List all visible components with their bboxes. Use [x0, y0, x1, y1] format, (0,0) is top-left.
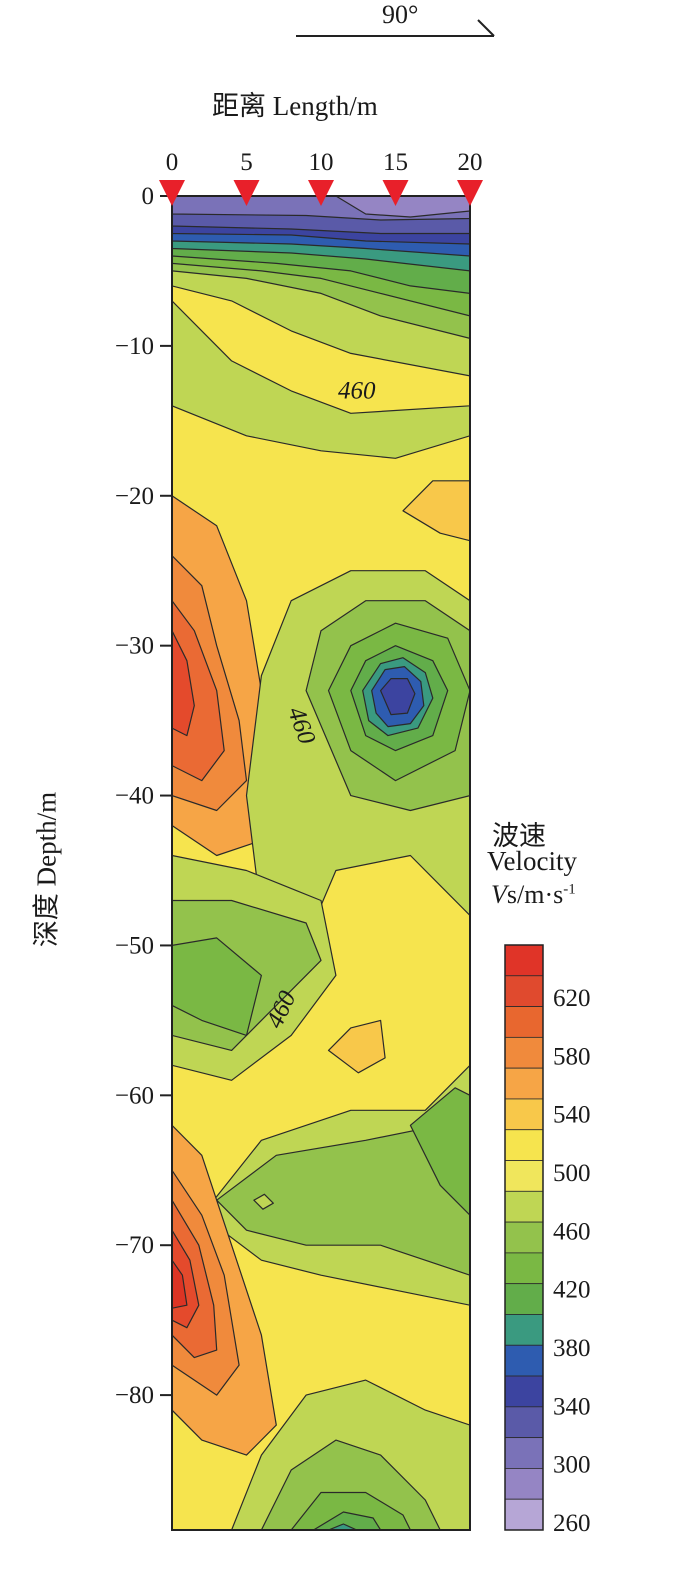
contour-region-11 — [335, 196, 470, 218]
contour-region-29 — [216, 1094, 470, 1276]
contour-region-36 — [172, 1259, 188, 1309]
legend-level-label: 340 — [553, 1393, 591, 1420]
legend-unit-italic: V — [491, 880, 507, 909]
legend-level-label: 540 — [553, 1102, 591, 1129]
legend-frame — [504, 944, 544, 1531]
y-tick-label: −40 — [115, 783, 154, 810]
contour-region-38 — [260, 1439, 441, 1530]
y-axis: 0 −10 −20 −30 −40 −50 −60 −70 −80 — [115, 183, 172, 1409]
x-tick-label: 0 — [166, 149, 179, 176]
legend-swatch-300 — [504, 1437, 544, 1469]
contour-region-23 — [380, 678, 416, 716]
bearing-arrow — [296, 19, 495, 37]
legend-swatch-460 — [504, 1190, 544, 1223]
legend-swatch-480 — [504, 1160, 544, 1192]
legend-swatch-380 — [504, 1314, 544, 1346]
contour-region-15 — [172, 630, 195, 737]
contour-label-460: 460 — [338, 377, 376, 404]
bearing-label: 90° — [382, 0, 419, 29]
y-tick-label: 0 — [142, 183, 155, 210]
y-tick-label: −50 — [115, 932, 154, 959]
x-axis: 0 5 10 15 20 — [166, 149, 483, 176]
geophone-marker — [308, 180, 334, 206]
contour-region-14 — [172, 600, 225, 782]
contour-region-27 — [327, 1019, 386, 1074]
x-tick-label: 20 — [458, 149, 483, 176]
geophone-marker — [233, 180, 260, 206]
legend-swatch-620 — [504, 944, 544, 977]
contour-region-30 — [409, 1087, 470, 1216]
legend-swatch-500 — [504, 1129, 544, 1161]
legend-title-en: Velocity — [487, 846, 577, 876]
contour-region-40 — [312, 1511, 382, 1530]
contour-region-26 — [172, 937, 262, 1036]
legend-swatch-360 — [504, 1344, 544, 1377]
legend-unit-rest: s/m·s — [506, 880, 564, 909]
y-tick-label: −70 — [115, 1232, 154, 1259]
legend-level-label: 460 — [553, 1218, 591, 1245]
contour-region-41 — [327, 1523, 358, 1530]
y-tick-label: −10 — [115, 333, 154, 360]
x-tick-label: 15 — [383, 149, 408, 176]
legend-swatch-560 — [504, 1036, 544, 1069]
legend-swatch-440 — [504, 1221, 544, 1254]
x-tick-label: 10 — [309, 149, 334, 176]
legend-unit-sup: -1 — [563, 881, 576, 898]
legend-level-label: 260 — [553, 1510, 591, 1537]
legend-swatch-320 — [504, 1406, 544, 1439]
legend-unit: Vs/m·s-1 — [491, 880, 576, 910]
legend-swatch-400 — [504, 1283, 544, 1315]
legend-swatch-260 — [504, 1498, 544, 1531]
legend-swatch-540 — [504, 1067, 544, 1100]
legend-swatch-620 — [504, 975, 544, 1007]
x-axis-title: 距离 Length/m — [212, 91, 378, 121]
geophone-marker — [457, 180, 483, 206]
legend-level-label: 380 — [553, 1335, 591, 1362]
velocity-field — [172, 196, 470, 1530]
legend-level-label: 500 — [553, 1160, 591, 1187]
legend-level-label: 420 — [553, 1277, 591, 1304]
legend-swatch-520 — [504, 1098, 544, 1131]
x-tick-label: 5 — [240, 149, 253, 176]
y-tick-label: −60 — [115, 1082, 154, 1109]
legend-level-label: 300 — [553, 1452, 591, 1479]
legend-colorbar: 260 300 340 380 420 460 500 540 580 620 — [504, 944, 591, 1537]
y-tick-label: −20 — [115, 483, 154, 510]
legend-swatch-580 — [504, 1006, 544, 1038]
legend-title-cn: 波速 — [492, 821, 546, 851]
geophone-marker — [382, 180, 409, 206]
legend-swatch-340 — [504, 1375, 544, 1408]
legend-swatch-280 — [504, 1468, 544, 1500]
legend-level-label: 580 — [553, 1043, 591, 1070]
y-tick-label: −30 — [115, 633, 154, 660]
geophone-markers — [159, 180, 483, 206]
legend-level-label: 620 — [553, 985, 591, 1012]
contour-region-31 — [253, 1193, 274, 1210]
contour-region-16 — [402, 480, 470, 542]
y-tick-label: −80 — [115, 1382, 154, 1409]
geophone-marker — [159, 180, 185, 206]
contour-region-39 — [290, 1491, 411, 1530]
legend-swatch-420 — [504, 1252, 544, 1285]
